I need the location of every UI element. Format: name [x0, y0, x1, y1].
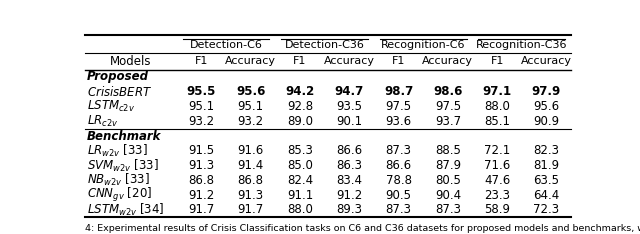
- Text: 93.6: 93.6: [385, 115, 412, 128]
- Text: Recognition-C36: Recognition-C36: [476, 40, 568, 50]
- Text: 90.4: 90.4: [435, 189, 461, 202]
- Text: 91.7: 91.7: [188, 203, 214, 216]
- Text: 89.0: 89.0: [287, 115, 313, 128]
- Text: $\mathit{NB}_{w2v}$ [33]: $\mathit{NB}_{w2v}$ [33]: [87, 172, 150, 188]
- Text: 82.4: 82.4: [287, 174, 313, 187]
- Text: 91.6: 91.6: [237, 144, 264, 157]
- Text: $\mathit{LSTM}_{c2v}$: $\mathit{LSTM}_{c2v}$: [87, 99, 135, 114]
- Text: 81.9: 81.9: [533, 159, 559, 172]
- Text: Models: Models: [110, 55, 152, 68]
- Text: 87.3: 87.3: [385, 203, 412, 216]
- Text: 94.7: 94.7: [335, 85, 364, 98]
- Text: 98.6: 98.6: [433, 85, 463, 98]
- Text: 71.6: 71.6: [484, 159, 510, 172]
- Text: 91.5: 91.5: [188, 144, 214, 157]
- Text: 83.4: 83.4: [336, 174, 362, 187]
- Text: 93.5: 93.5: [336, 100, 362, 113]
- Text: 58.9: 58.9: [484, 203, 510, 216]
- Text: Detection-C6: Detection-C6: [189, 40, 262, 50]
- Text: Accuracy: Accuracy: [225, 56, 276, 66]
- Text: $\mathit{LSTM}_{w2v}$ [34]: $\mathit{LSTM}_{w2v}$ [34]: [87, 202, 164, 218]
- Text: $\mathit{CrisisBERT}$: $\mathit{CrisisBERT}$: [87, 85, 152, 99]
- Text: F1: F1: [195, 56, 208, 66]
- Text: 86.8: 86.8: [188, 174, 214, 187]
- Text: $\mathit{SVM}_{w2v}$ [33]: $\mathit{SVM}_{w2v}$ [33]: [87, 157, 159, 174]
- Text: Proposed: Proposed: [87, 70, 149, 83]
- Text: 91.4: 91.4: [237, 159, 264, 172]
- Text: $\mathit{LR}_{w2v}$ [33]: $\mathit{LR}_{w2v}$ [33]: [87, 143, 148, 159]
- Text: 87.3: 87.3: [435, 203, 461, 216]
- Text: 95.1: 95.1: [188, 100, 214, 113]
- Text: 95.5: 95.5: [187, 85, 216, 98]
- Text: F1: F1: [392, 56, 405, 66]
- Text: 64.4: 64.4: [533, 189, 559, 202]
- Text: 63.5: 63.5: [533, 174, 559, 187]
- Text: F1: F1: [490, 56, 504, 66]
- Text: 97.5: 97.5: [385, 100, 412, 113]
- Text: Accuracy: Accuracy: [422, 56, 474, 66]
- Text: 86.8: 86.8: [237, 174, 264, 187]
- Text: F1: F1: [293, 56, 307, 66]
- Text: 97.1: 97.1: [483, 85, 511, 98]
- Text: 95.1: 95.1: [237, 100, 264, 113]
- Text: 95.6: 95.6: [236, 85, 266, 98]
- Text: 98.7: 98.7: [384, 85, 413, 98]
- Text: Accuracy: Accuracy: [324, 56, 375, 66]
- Text: 91.3: 91.3: [237, 189, 264, 202]
- Text: 23.3: 23.3: [484, 189, 510, 202]
- Text: 85.1: 85.1: [484, 115, 510, 128]
- Text: 86.6: 86.6: [336, 144, 362, 157]
- Text: 88.0: 88.0: [484, 100, 510, 113]
- Text: 91.2: 91.2: [336, 189, 362, 202]
- Text: 87.9: 87.9: [435, 159, 461, 172]
- Text: 90.9: 90.9: [533, 115, 559, 128]
- Text: 92.8: 92.8: [287, 100, 313, 113]
- Text: 91.2: 91.2: [188, 189, 214, 202]
- Text: 87.3: 87.3: [385, 144, 412, 157]
- Text: 88.5: 88.5: [435, 144, 461, 157]
- Text: 47.6: 47.6: [484, 174, 510, 187]
- Text: Recognition-C6: Recognition-C6: [381, 40, 465, 50]
- Text: 94.2: 94.2: [285, 85, 315, 98]
- Text: 95.6: 95.6: [533, 100, 559, 113]
- Text: 97.5: 97.5: [435, 100, 461, 113]
- Text: 85.3: 85.3: [287, 144, 313, 157]
- Text: 88.0: 88.0: [287, 203, 313, 216]
- Text: 72.1: 72.1: [484, 144, 510, 157]
- Text: Accuracy: Accuracy: [521, 56, 572, 66]
- Text: Detection-C36: Detection-C36: [285, 40, 365, 50]
- Text: 72.3: 72.3: [533, 203, 559, 216]
- Text: 91.3: 91.3: [188, 159, 214, 172]
- Text: $\mathit{CNN}_{gv}$ [20]: $\mathit{CNN}_{gv}$ [20]: [87, 186, 152, 204]
- Text: 85.0: 85.0: [287, 159, 313, 172]
- Text: 91.1: 91.1: [287, 189, 313, 202]
- Text: 90.5: 90.5: [385, 189, 412, 202]
- Text: $\mathit{LR}_{c2v}$: $\mathit{LR}_{c2v}$: [87, 114, 118, 129]
- Text: 91.7: 91.7: [237, 203, 264, 216]
- Text: 90.1: 90.1: [336, 115, 362, 128]
- Text: 93.2: 93.2: [188, 115, 214, 128]
- Text: 93.2: 93.2: [237, 115, 264, 128]
- Text: 80.5: 80.5: [435, 174, 461, 187]
- Text: 4: Experimental results of Crisis Classification tasks on C6 and C36 datasets fo: 4: Experimental results of Crisis Classi…: [85, 224, 640, 234]
- Text: 86.3: 86.3: [336, 159, 362, 172]
- Text: 97.9: 97.9: [532, 85, 561, 98]
- Text: 82.3: 82.3: [533, 144, 559, 157]
- Text: 89.3: 89.3: [336, 203, 362, 216]
- Text: 93.7: 93.7: [435, 115, 461, 128]
- Text: 78.8: 78.8: [385, 174, 412, 187]
- Text: 86.6: 86.6: [385, 159, 412, 172]
- Text: Benchmark: Benchmark: [87, 129, 161, 143]
